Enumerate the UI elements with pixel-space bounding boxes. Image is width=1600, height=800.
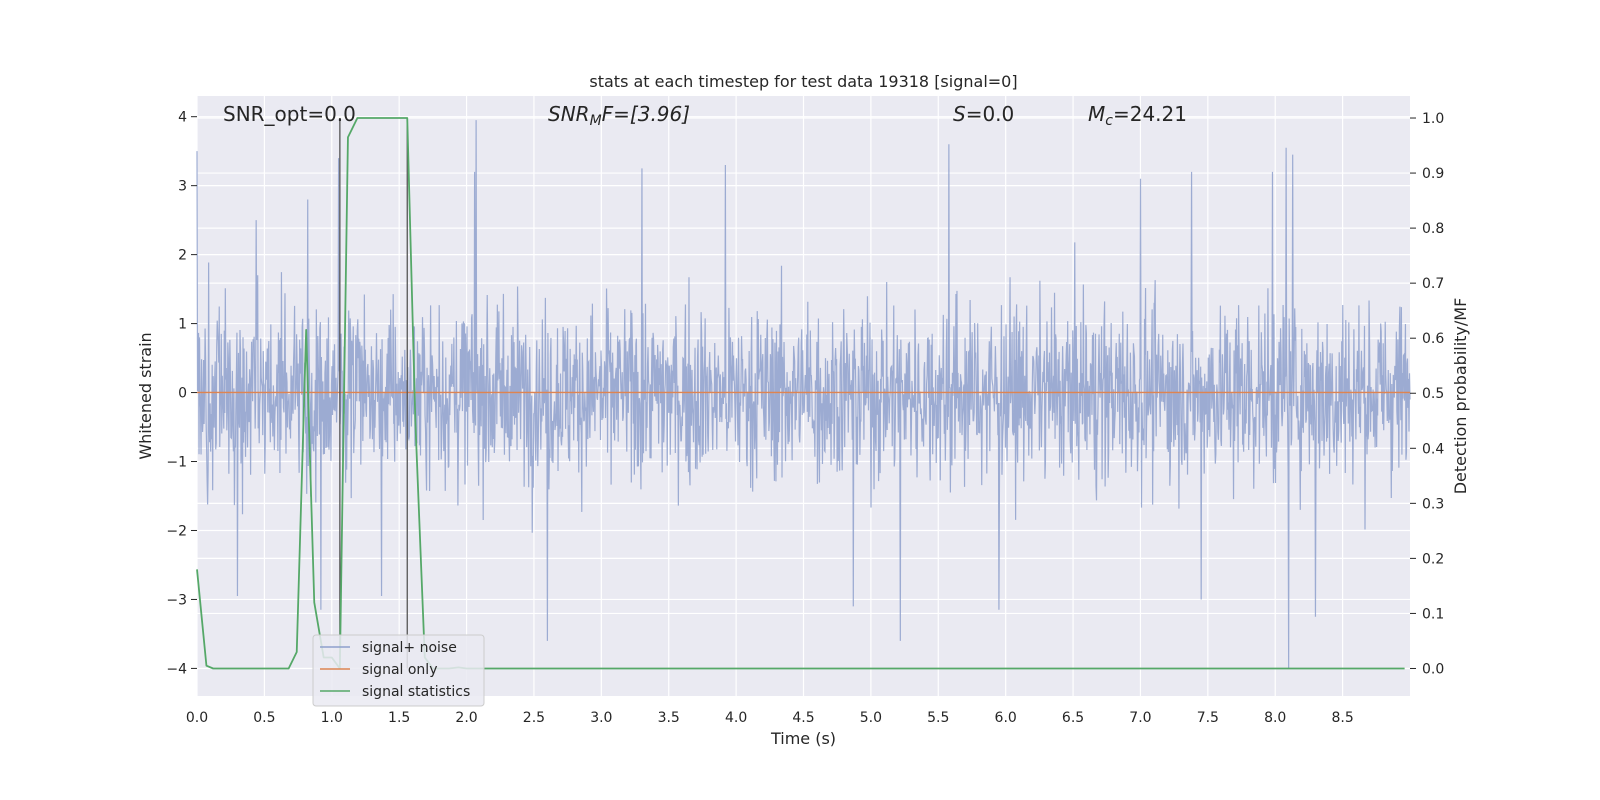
- x-tick-label: 4.0: [725, 710, 747, 726]
- y2-tick-label: 0.5: [1422, 386, 1444, 402]
- x-axis-ticks: 0.0 0.5 1.0 1.5 2.0 2.5 3.0 3.5 4.0 4.5 5.0 5.5 6.0 6…: [186, 710, 1354, 726]
- y-tick-label: −4: [166, 661, 187, 677]
- annotation-snr-opt: SNR_opt=0.0: [223, 102, 356, 126]
- x-tick-label: 6.5: [1062, 710, 1084, 726]
- x-tick-label: 1.0: [321, 710, 343, 726]
- y-tick-label: −2: [166, 523, 187, 539]
- y2-tick-label: 0.4: [1422, 441, 1444, 457]
- legend-label-signal-only: signal only: [362, 662, 437, 678]
- y2-axis-label: Detection probability/MF: [1451, 298, 1470, 495]
- annotation-snr-mf-main: SNR: [548, 102, 590, 126]
- x-tick-label: 0.0: [186, 710, 208, 726]
- y2-tick-label: 0.6: [1422, 331, 1444, 347]
- vertical-markers: [339, 118, 408, 669]
- y-tick-label: 1: [178, 317, 187, 333]
- y2-tick-label: 1.0: [1422, 111, 1444, 127]
- y-tick-label: −1: [166, 455, 187, 471]
- y-tick-label: 4: [178, 110, 187, 126]
- annotation-s-main: S: [953, 102, 966, 126]
- x-tick-label: 0.5: [253, 710, 275, 726]
- legend-box: [312, 634, 485, 707]
- x-tick-label: 7.0: [1129, 710, 1151, 726]
- annotation-mc-main: M: [1088, 102, 1105, 126]
- x-tick-label: 8.0: [1264, 710, 1286, 726]
- x-tick-label: 8.5: [1331, 710, 1353, 726]
- x-tick-label: 3.0: [590, 710, 612, 726]
- annotation-s: S=0.0: [953, 102, 1014, 126]
- annotation-mc-sub: c: [1105, 113, 1113, 129]
- x-axis-label: Time (s): [770, 729, 836, 748]
- x-tick-label: 7.5: [1197, 710, 1219, 726]
- annotation-snr-mf-rest: F=[3.96]: [602, 102, 690, 126]
- x-tick-label: 1.5: [388, 710, 410, 726]
- annotation-mc: Mc=24.21: [1088, 102, 1187, 129]
- y-tick-label: −3: [166, 592, 187, 608]
- x-tick-label: 2.5: [523, 710, 545, 726]
- x-tick-label: 4.5: [792, 710, 814, 726]
- y2-tick-label: 0.1: [1422, 606, 1444, 622]
- x-tick-label: 2.0: [455, 710, 477, 726]
- y-axis-ticks: 4 3 2 1 0 −1 −2 −3 −4: [166, 110, 197, 677]
- annotation-snr-mf-sub: M: [590, 113, 602, 129]
- legend: signal+ noise signal only signal statist…: [312, 634, 485, 707]
- y2-tick-label: 0.2: [1422, 551, 1444, 567]
- annotation-snr-mf: SNRMF=[3.96]: [548, 102, 690, 129]
- y-tick-label: 2: [178, 248, 187, 264]
- y2-axis-ticks: 1.0 0.9 0.8 0.7 0.6 0.5 0.4 0.3 0.2 0.1 0.0: [1410, 111, 1444, 677]
- y2-tick-label: 0.7: [1422, 276, 1444, 292]
- y-tick-label: 0: [178, 386, 187, 402]
- y-tick-label: 3: [178, 179, 187, 195]
- y2-tick-label: 0.9: [1422, 166, 1444, 182]
- x-tick-label: 6.0: [995, 710, 1017, 726]
- legend-label-signal-noise: signal+ noise: [362, 640, 457, 656]
- series-signal-noise: [196, 120, 1411, 669]
- annotation-mc-rest: =24.21: [1113, 102, 1187, 126]
- y-axis-label: Whitened strain: [136, 332, 155, 459]
- chart-title: stats at each timestep for test data 193…: [589, 72, 1017, 91]
- series-line-signal-noise: [196, 120, 1411, 669]
- y2-tick-label: 0.0: [1422, 661, 1444, 677]
- legend-label-signal-statistics: signal statistics: [362, 684, 470, 700]
- x-tick-label: 5.0: [860, 710, 882, 726]
- y2-tick-label: 0.8: [1422, 221, 1444, 237]
- x-tick-label: 3.5: [658, 710, 680, 726]
- annotation-s-rest: =0.0: [966, 102, 1015, 126]
- x-tick-label: 5.5: [927, 710, 949, 726]
- y2-tick-label: 0.3: [1422, 496, 1444, 512]
